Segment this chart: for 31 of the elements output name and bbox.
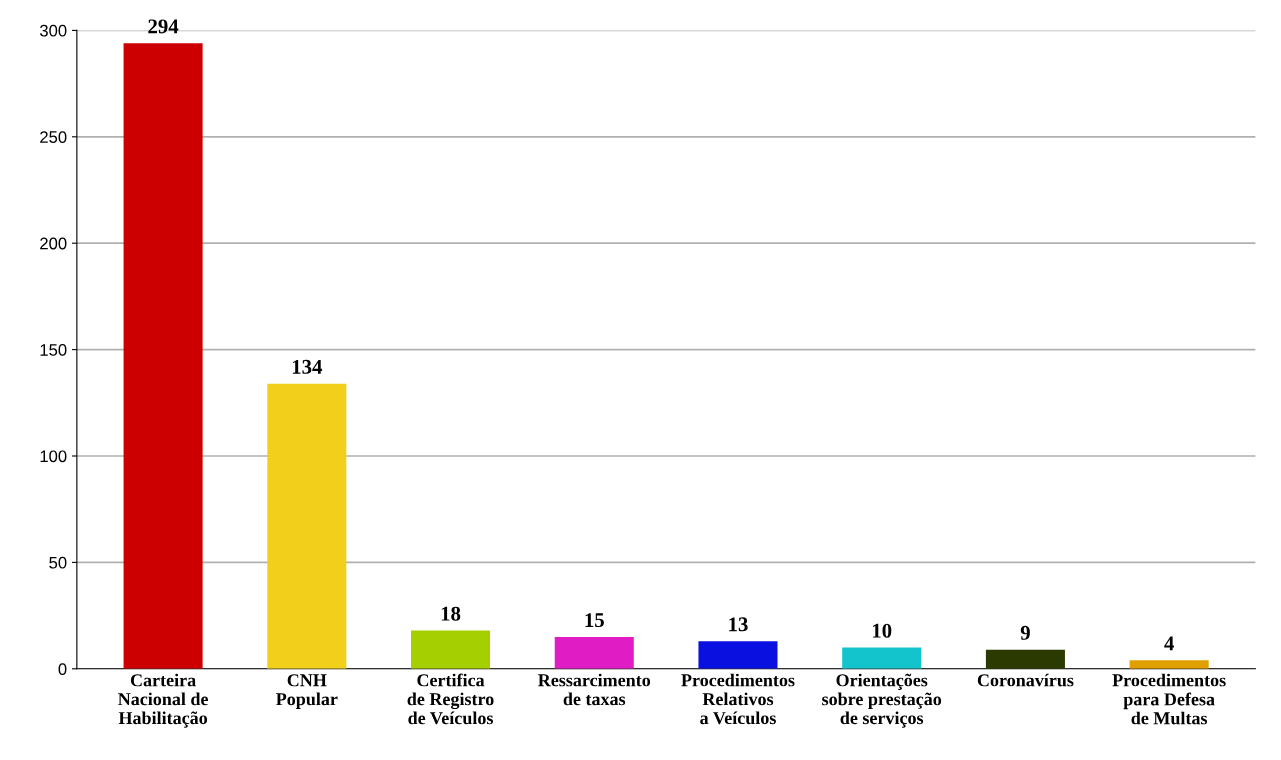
x-tick-label: Procedimentos Relativos a Veículos: [681, 673, 795, 725]
y-tick-label: 50: [49, 556, 67, 569]
data-label: 10: [872, 623, 892, 638]
y-tick-label: 100: [40, 450, 67, 463]
x-tick-label: Ressarcimento de taxas: [538, 673, 651, 706]
bar: [842, 647, 922, 669]
bar: [698, 641, 778, 669]
x-tick-label: Coronavírus: [977, 673, 1074, 687]
bar: [1129, 660, 1209, 669]
data-label: 134: [292, 359, 323, 374]
bar: [554, 636, 634, 669]
data-label: 15: [585, 613, 604, 628]
bar: [267, 383, 347, 669]
y-tick-label: 300: [39, 24, 67, 37]
bar: [985, 649, 1065, 669]
x-tick-label: CNH Popular: [276, 674, 338, 709]
data-label: 9: [1020, 625, 1030, 640]
x-tick-label: Orientações sobre prestação de serviços: [822, 673, 942, 728]
data-label: 18: [441, 606, 461, 621]
x-tick-label: Carteira Nacional de Habilitação: [118, 673, 209, 728]
data-label: 4: [1164, 636, 1174, 651]
y-tick-label: 0: [58, 663, 67, 675]
x-tick-label: Procedimentos para Defesa de Multas: [1112, 673, 1226, 725]
data-label: 294: [148, 19, 179, 34]
y-tick-label: 200: [40, 237, 67, 250]
bar: [411, 630, 491, 669]
y-tick-label: 250: [40, 131, 67, 143]
y-tick-label: 150: [40, 344, 67, 356]
x-tick-label: Certifica de Registro de Veículos: [407, 673, 494, 725]
data-label: 13: [729, 617, 748, 632]
bar: [123, 43, 203, 669]
